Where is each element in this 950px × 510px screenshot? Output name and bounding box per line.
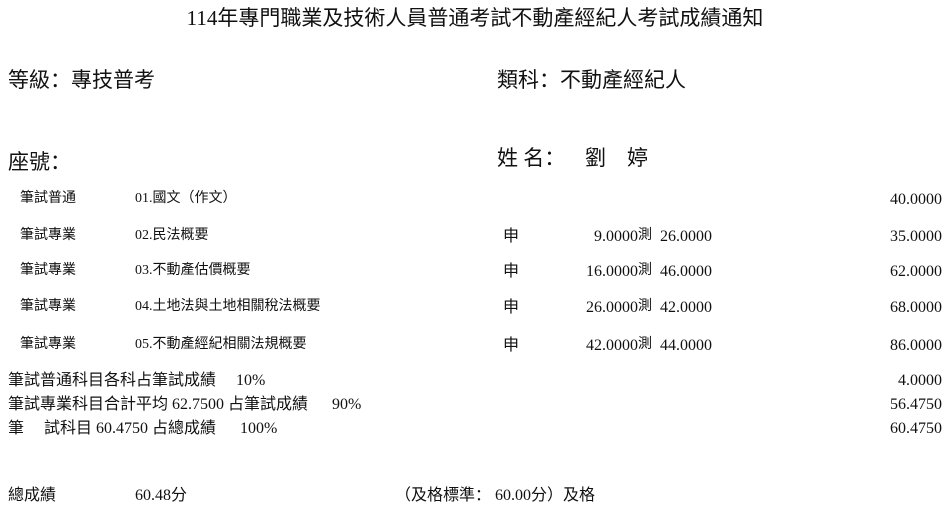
essay-score: 16.0000 (586, 263, 638, 280)
subject-name: 03.不動產估價概要 (135, 263, 251, 278)
subject-type: 筆試專業 (20, 299, 76, 314)
summary-text: 筆試專業科目合計平均 62.7500 占筆試成績 90% (8, 396, 362, 413)
grade: 等級：專技普考 (8, 68, 155, 92)
choice-mark: 測 (638, 263, 652, 278)
subject-type: 筆試普通 (20, 191, 76, 206)
subject-score: 40.0000 (890, 191, 942, 208)
seat-label: 座號： (8, 150, 71, 174)
summary-text: 筆 試科目 60.4750 占總成績 100% (8, 420, 278, 437)
category: 類科：不動產經紀人 (497, 68, 686, 92)
essay-mark: 申 (503, 299, 520, 316)
choice-score: 46.0000 (660, 263, 712, 280)
essay-mark: 申 (503, 263, 520, 280)
subject-score: 35.0000 (890, 228, 942, 245)
summary-value: 4.0000 (898, 372, 942, 389)
choice-score: 44.0000 (660, 337, 712, 354)
name-label: 姓 名： (497, 146, 566, 170)
subject-name: 02.民法概要 (135, 228, 209, 243)
subject-name: 05.不動產經紀相關法規概要 (135, 337, 307, 352)
subject-type: 筆試專業 (20, 337, 76, 352)
subject-type: 筆試專業 (20, 263, 76, 278)
page-title: 114年專門職業及技術人員普通考試不動產經紀人考試成績通知 (186, 6, 764, 30)
choice-mark: 測 (638, 299, 652, 314)
essay-mark: 申 (503, 228, 520, 245)
total-label: 總成績 (8, 487, 57, 504)
summary-text: 筆試普通科目各科占筆試成績 10% (8, 372, 266, 389)
subject-score: 62.0000 (890, 263, 942, 280)
choice-score: 26.0000 (660, 228, 712, 245)
subject-name: 04.土地法與土地相關稅法概要 (135, 299, 321, 314)
essay-score: 42.0000 (586, 337, 638, 354)
subject-score: 86.0000 (890, 337, 942, 354)
essay-score: 9.0000 (594, 228, 638, 245)
subject-name: 01.國文（作文） (135, 191, 237, 206)
subject-score: 68.0000 (890, 299, 942, 316)
name: 劉 婷 (585, 146, 648, 170)
total-value: 60.48分 (135, 487, 188, 504)
choice-mark: 測 (638, 337, 652, 352)
choice-mark: 測 (638, 228, 652, 243)
summary-value: 60.4750 (890, 420, 942, 437)
choice-score: 42.0000 (660, 299, 712, 316)
essay-score: 26.0000 (586, 299, 638, 316)
pass-text: （及格標準： 60.00分）及格 (395, 487, 596, 504)
summary-value: 56.4750 (890, 396, 942, 413)
subject-type: 筆試專業 (20, 228, 76, 243)
essay-mark: 申 (503, 337, 520, 354)
